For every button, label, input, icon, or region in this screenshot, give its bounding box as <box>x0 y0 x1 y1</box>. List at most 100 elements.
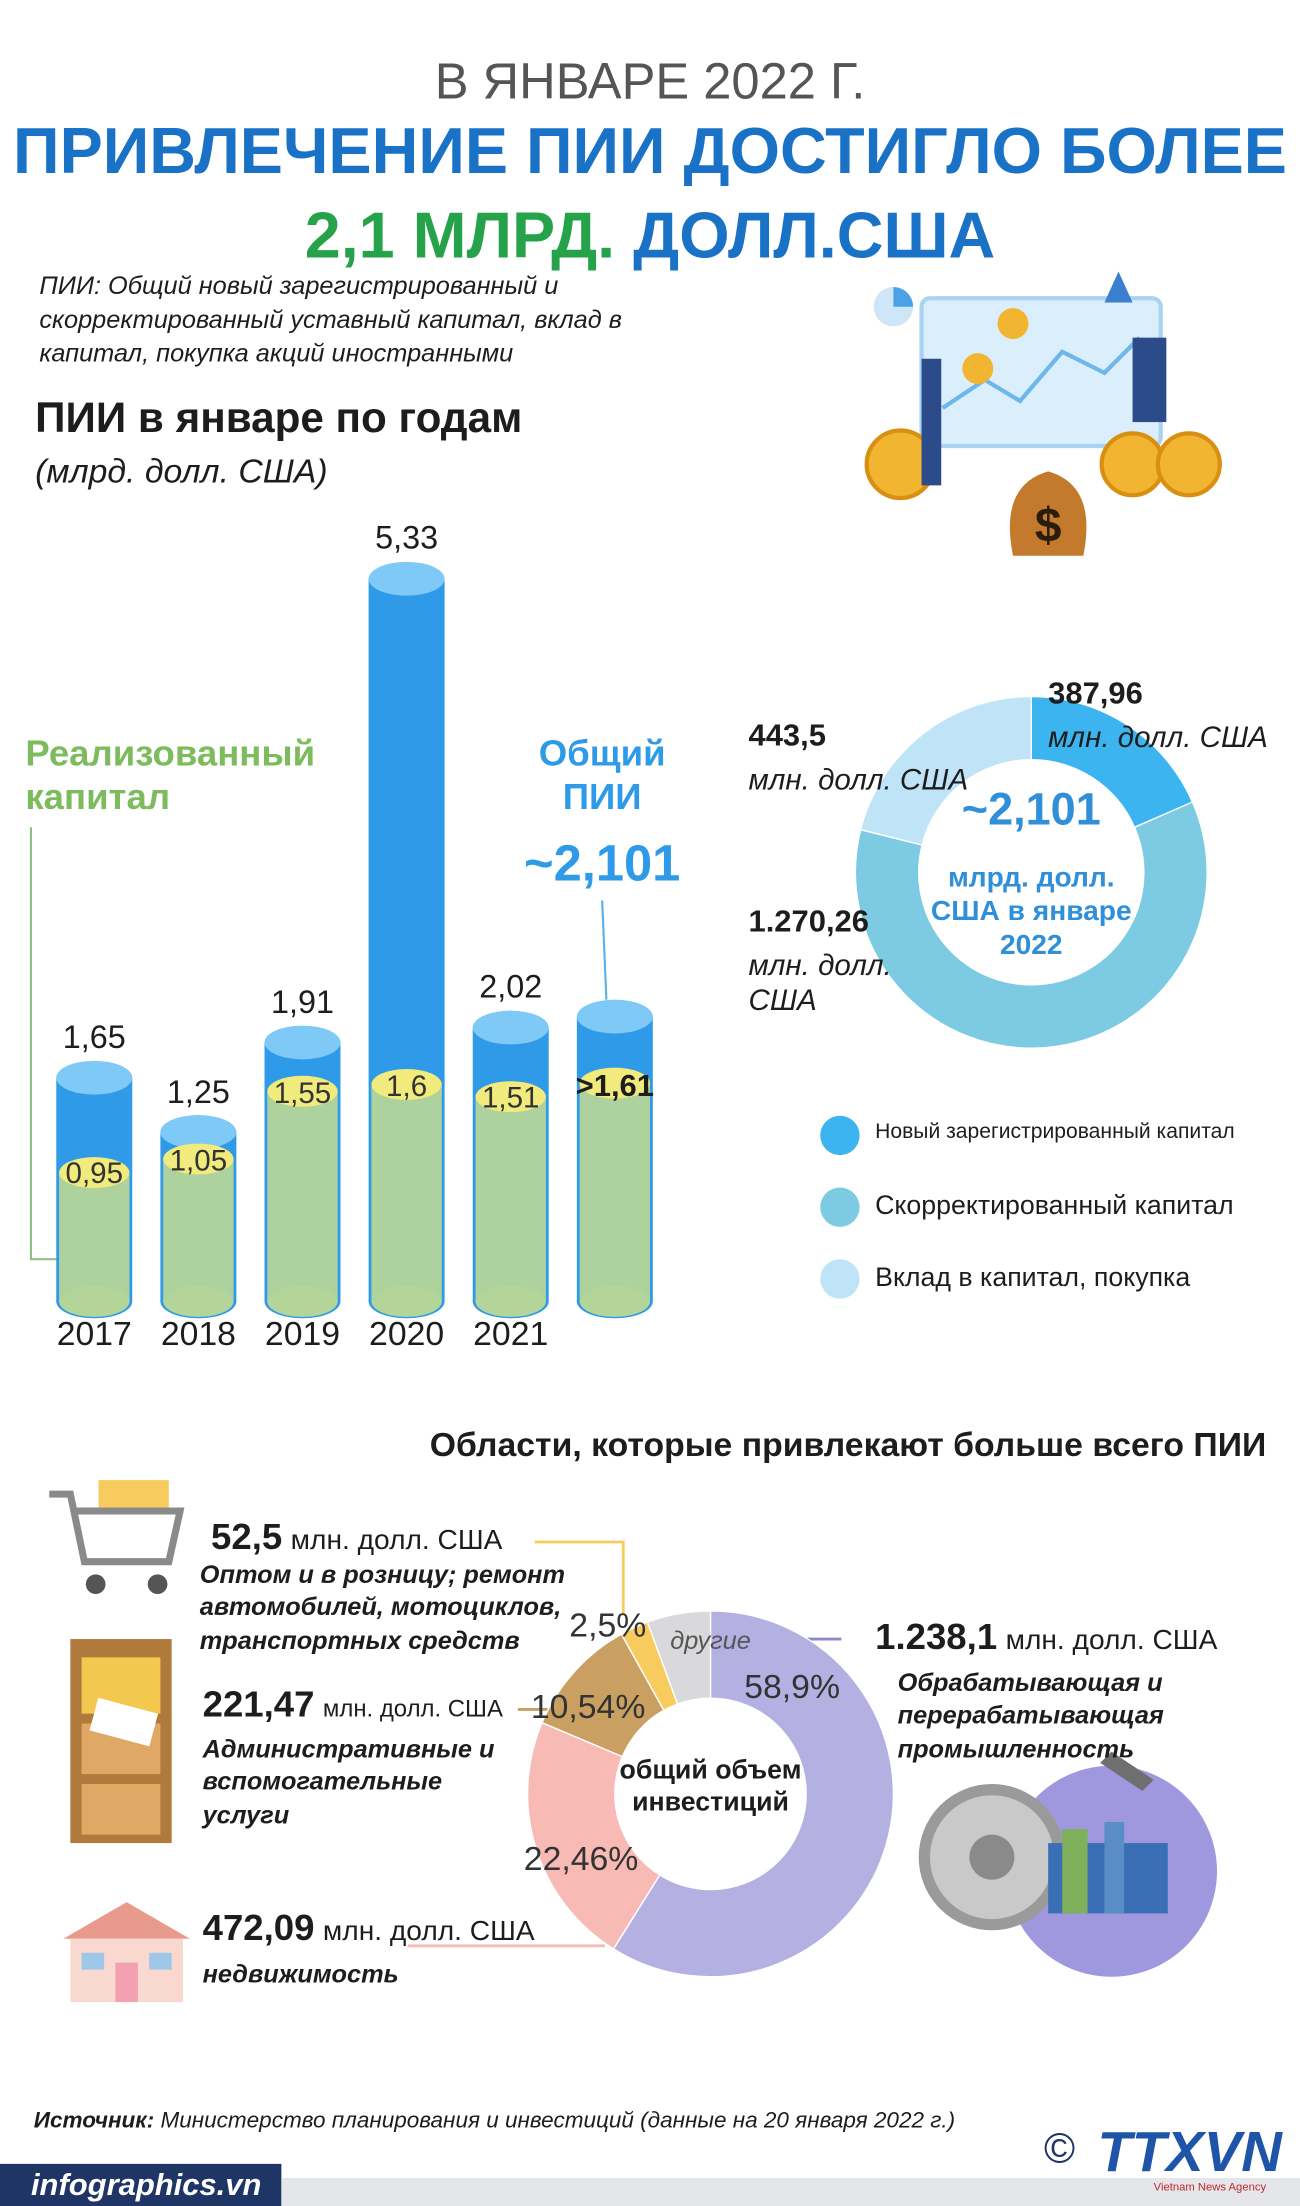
cart-icon <box>49 1480 185 1595</box>
bar <box>475 1096 546 1302</box>
value-label: 1,91 <box>270 983 334 1020</box>
amount-row: 472,09 млн. долл. США <box>203 1906 535 1950</box>
chart-title: Области, которые привлекают больше всего… <box>429 1426 1267 1465</box>
amount-label: 52,5 <box>211 1515 283 1558</box>
bar <box>579 1083 651 1302</box>
value-label: 0,95 <box>65 1158 124 1191</box>
chart-subtitle: (млрд. долл. США) <box>35 453 328 492</box>
bar-cap <box>472 1010 549 1045</box>
bar-cap <box>267 1075 338 1107</box>
value-label: 443,5 <box>748 717 826 753</box>
value-label: >1,61 <box>575 1067 654 1103</box>
logo: TTXVN <box>1097 2121 1282 2184</box>
leader-line <box>601 900 608 1000</box>
x-tick-label: 2021 <box>473 1315 549 1354</box>
bar <box>267 1091 338 1302</box>
value-label: 1,6 <box>386 1070 428 1103</box>
definition: ПИИ: Общий новый зарегистрированный и ск… <box>39 271 622 368</box>
bar-cap <box>160 1115 237 1149</box>
unit-label: млн. долл. США <box>748 949 892 1018</box>
unit-label: млн. долл. США <box>322 1916 535 1948</box>
value-label: 1,65 <box>62 1018 126 1056</box>
legend-label: Вклад в капитал, покупка <box>875 1263 1191 1293</box>
footer-bar <box>281 2177 1300 2206</box>
kicker: В ЯНВАРЕ 2022 Г. <box>434 52 866 110</box>
copyright: © <box>1043 2125 1076 2173</box>
category-label: Обрабатывающая и перерабатывающая промыш… <box>897 1668 1164 1763</box>
illustration: $ <box>864 271 1222 556</box>
bar-cap <box>475 1081 546 1113</box>
category-label: другие <box>670 1626 751 1655</box>
donut-slice <box>526 1721 661 1950</box>
title-end: ДОЛЛ.США <box>633 198 996 272</box>
value-label: 5,33 <box>375 519 439 557</box>
x-tick-label: 2019 <box>264 1315 341 1354</box>
legend-label: Новый зарегистрированный капитал <box>875 1119 1235 1144</box>
footer-site: infographics.vn <box>30 2166 262 2202</box>
title-line: 2,1 МЛРД. ДОЛЛ.США <box>305 197 996 275</box>
unit-label: млн. долл. США <box>322 1695 503 1723</box>
value-label: 1,51 <box>481 1082 540 1115</box>
x-tick-label: 2020 <box>369 1315 445 1354</box>
legend-marker <box>820 1187 860 1227</box>
donut-slice <box>859 695 1032 846</box>
category-label: Административные и вспомогательные услуг… <box>202 1734 495 1829</box>
legend-label: Скорректированный капитал <box>875 1191 1234 1222</box>
x-tick-label: 2017 <box>56 1315 132 1354</box>
value-label: 1,55 <box>273 1077 332 1110</box>
value-label: 10,54% <box>530 1688 646 1727</box>
svg-text:$: $ <box>1035 500 1062 553</box>
category-label: недвижимость <box>202 1959 399 1988</box>
bar-cap <box>576 999 653 1034</box>
amount-label: 472,09 <box>202 1906 315 1949</box>
value-label: 387,96 <box>1048 675 1143 711</box>
bar-cap <box>264 1025 341 1060</box>
bar <box>371 1084 442 1302</box>
bar-cap <box>56 1060 133 1095</box>
legend-marker <box>820 1115 860 1156</box>
bar-cap <box>59 1157 130 1189</box>
value-label: 1.270,26 <box>748 903 869 939</box>
amount-row: 52,5 млн. долл. США <box>211 1515 502 1559</box>
legend-marker <box>820 1259 860 1299</box>
amount-row: 1.238,1 млн. долл. США <box>875 1615 1217 1659</box>
industry-icon <box>918 1751 1217 1977</box>
title-highlight: 2,1 МЛРД. <box>304 198 616 272</box>
series-name: Общий ПИИ <box>538 731 666 818</box>
donut-slice <box>646 1610 712 1705</box>
footer-bar <box>0 2163 282 2206</box>
chart-title: ПИИ в январе по годам <box>35 395 523 442</box>
donut-slice <box>854 801 1208 1049</box>
title: ПРИВЛЕЧЕНИЕ ПИИ ДОСТИГЛО БОЛЕЕ <box>13 113 1287 188</box>
bar-cap <box>371 1069 442 1100</box>
center-text: млрд. долл. США в январе 2022 <box>930 862 1132 961</box>
bar-cap <box>368 561 445 596</box>
x-tick-label: 2018 <box>160 1315 236 1354</box>
series-name: Реализованный капитал <box>25 731 316 818</box>
connector <box>534 1540 625 1616</box>
amount-label: 221,47 <box>202 1682 315 1725</box>
house-icon <box>63 1902 190 2003</box>
bar <box>163 1159 234 1302</box>
amount-row: 221,47 млн. долл. США <box>203 1683 503 1727</box>
unit-label: млн. долл. США <box>290 1525 503 1557</box>
amount-label: 1.238,1 <box>875 1615 998 1658</box>
value-label: 58,9% <box>744 1668 840 1707</box>
unit-label: млн. долл. США <box>1048 721 1268 755</box>
unit-label: млн. долл. США <box>1005 1625 1218 1656</box>
value-label: 2,5% <box>569 1606 647 1645</box>
source: Источник: Министерство планирования и ин… <box>34 2108 955 2135</box>
category-label: Оптом и в розницу; ремонт автомобилей, м… <box>199 1560 565 1655</box>
cabinet-icon <box>70 1639 172 1844</box>
center-text: общий объем инвестиций <box>619 1755 802 1818</box>
bar-cap <box>579 1067 651 1099</box>
center-label: ~2,101 <box>961 783 1101 835</box>
bar <box>59 1172 130 1302</box>
bar-cap <box>163 1143 234 1175</box>
donut-slice <box>612 1610 895 1978</box>
unit-label: млн. долл. США <box>748 763 969 797</box>
source-text: Министерство планирования и инвестиций (… <box>160 2108 956 2133</box>
